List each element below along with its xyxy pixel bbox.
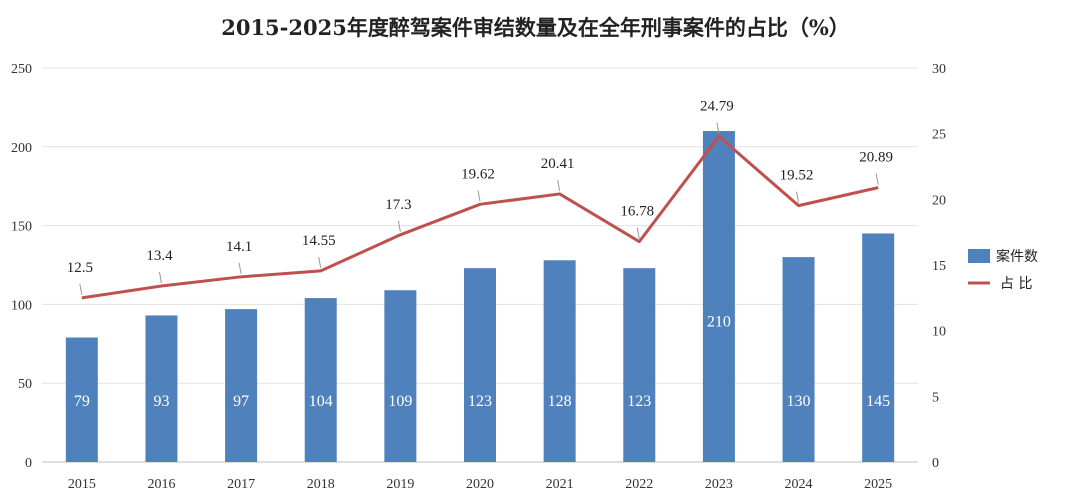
bar [304, 298, 337, 462]
bar [225, 309, 258, 462]
y-right-tick-label: 5 [932, 390, 939, 405]
bar [702, 131, 735, 463]
x-tick-label: 2020 [466, 477, 494, 492]
x-tick-label: 2019 [386, 477, 414, 492]
bar [782, 257, 815, 462]
chart-title: 2015-2025年度醉驾案件审结数量及在全年刑事案件的占比（%） [221, 15, 850, 40]
line-label-leader [397, 220, 401, 232]
line-label-leader [318, 256, 322, 268]
line-value-label: 16.78 [620, 204, 654, 220]
y-right-tick-label: 30 [932, 62, 946, 77]
bar-value-label: 123 [627, 393, 651, 410]
x-tick-label: 2015 [68, 477, 96, 492]
line-label-leader [716, 122, 720, 134]
line-value-label: 13.4 [146, 248, 173, 264]
bar-value-label: 93 [153, 393, 169, 410]
x-tick-label: 2018 [307, 477, 335, 492]
y-left-tick-label: 100 [11, 298, 32, 313]
bar-value-label: 104 [309, 393, 333, 410]
bar [65, 337, 98, 462]
bar [862, 233, 895, 462]
line-label-leader [158, 271, 162, 284]
bar [145, 315, 178, 462]
x-tick-label: 2023 [705, 477, 733, 492]
bar-value-label: 145 [866, 393, 890, 410]
x-tick-label: 2017 [227, 477, 255, 492]
bar-value-label: 130 [787, 393, 811, 410]
line-value-label: 24.79 [700, 98, 734, 114]
legend-swatch-bar [968, 249, 990, 263]
bar-value-label: 109 [388, 393, 412, 410]
x-tick-label: 2022 [625, 477, 653, 492]
line-label-leader [238, 262, 242, 274]
y-right-tick-label: 15 [932, 259, 946, 274]
x-tick-label: 2016 [147, 477, 175, 492]
line-value-label: 19.62 [461, 166, 495, 182]
x-tick-label: 2024 [785, 477, 813, 492]
y-left-tick-label: 50 [18, 377, 32, 392]
line-value-label: 12.5 [67, 260, 93, 276]
bar-value-label: 79 [74, 393, 90, 410]
bar-value-label: 128 [548, 393, 572, 410]
line-label-leader [636, 227, 640, 239]
x-tick-label: 2021 [546, 477, 574, 492]
line-value-label: 14.55 [302, 233, 336, 249]
legend-label-bar: 案件数 [996, 248, 1038, 265]
line-value-label: 17.3 [385, 197, 411, 213]
line-value-label: 20.89 [859, 150, 893, 166]
y-right-tick-label: 10 [932, 325, 946, 340]
legend-label-line: 占 比 [1000, 276, 1032, 292]
line-label-leader [477, 190, 481, 202]
y-left-tick-label: 200 [11, 141, 32, 156]
y-right-tick-label: 25 [932, 128, 946, 143]
y-right-tick-label: 0 [932, 456, 939, 471]
bar-value-label: 123 [468, 393, 492, 410]
line-value-label: 19.52 [780, 168, 814, 184]
bar-value-label: 210 [707, 314, 731, 331]
bar [543, 260, 576, 462]
bar [623, 268, 656, 462]
line-label-leader [875, 173, 879, 185]
y-right-tick-label: 20 [932, 193, 946, 208]
line-label-leader [79, 283, 83, 295]
y-left-tick-label: 0 [25, 456, 32, 471]
bar [464, 268, 496, 462]
line-label-leader [557, 179, 561, 192]
line-label-leader [796, 191, 800, 203]
line-value-label: 20.41 [541, 156, 575, 172]
bar-value-label: 97 [233, 393, 249, 410]
x-tick-label: 2025 [864, 477, 892, 492]
y-left-tick-label: 250 [11, 62, 32, 77]
line-value-label: 14.1 [226, 239, 252, 255]
y-left-tick-label: 150 [11, 220, 32, 235]
line-series [81, 134, 879, 300]
bar [384, 290, 417, 462]
